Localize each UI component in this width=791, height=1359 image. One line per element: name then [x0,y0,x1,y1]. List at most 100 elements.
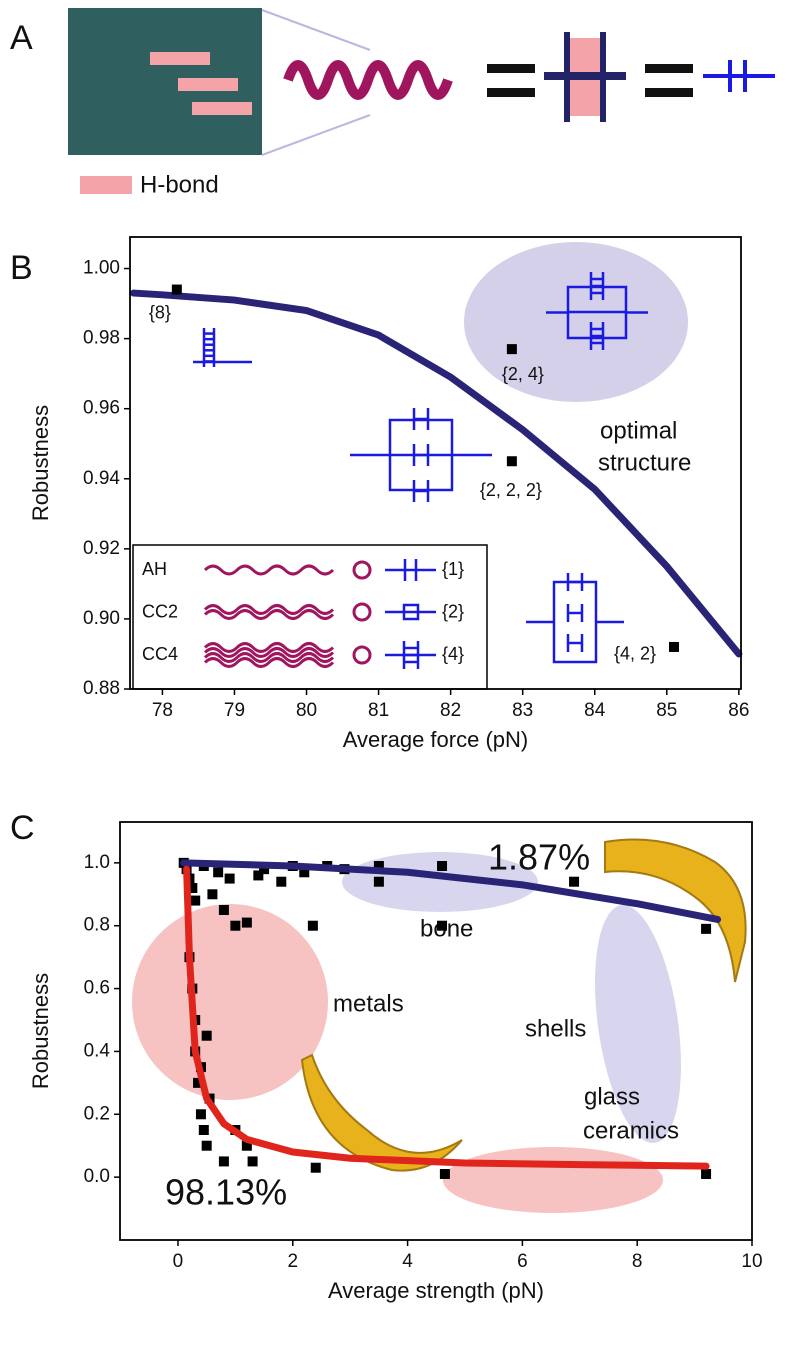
panel-a-art [68,8,775,194]
x-tick-label: 8 [632,1251,643,1272]
point [253,870,264,881]
y-tick-label: 0.98 [83,328,120,349]
x-axis-title: Average force (pN) [343,727,528,752]
x-tick-label: 81 [368,700,389,721]
annotation: 98.13% [165,1172,287,1213]
point [201,1030,212,1041]
x-tick-label: 83 [512,700,533,721]
x-tick-label: 85 [656,700,677,721]
y-tick-label: 0.94 [83,468,120,489]
point [193,1077,204,1088]
icon-box [552,580,598,664]
point [506,456,517,467]
annotation: metals [333,990,404,1017]
point [247,1156,258,1167]
point [241,1140,252,1151]
annotation: ceramics [583,1117,679,1144]
legend-name: AH [142,559,167,579]
point-label: {8} [149,302,171,322]
legend-key: {1} [442,559,464,579]
point [668,641,679,652]
y-tick-label: 0.96 [83,398,120,419]
point [506,344,517,355]
y-tick-label: 0.4 [84,1040,111,1061]
annotation: optimal [600,417,677,444]
shading [464,242,688,402]
point [207,889,218,900]
point-label: {2, 2, 2} [480,480,542,500]
legend-name: CC4 [142,644,178,664]
y-tick-label: 0.88 [83,678,120,699]
point [198,1125,209,1135]
x-tick-label: 80 [296,700,317,721]
y-tick-label: 1.00 [83,258,120,279]
icon [193,272,648,669]
point [224,873,235,884]
point [218,1156,229,1167]
y-tick-label: 0.6 [84,978,110,999]
plot-frame [129,236,742,690]
legend-key: {4} [442,644,464,664]
y-tick-label: 0.2 [84,1103,110,1124]
helix [203,647,335,658]
helix-end [352,602,372,622]
icon-box [402,603,420,621]
y-tick-label: 0.90 [83,608,120,629]
point [241,917,252,928]
y-axis-title: Robustness [28,973,53,1089]
point [201,1140,212,1151]
x-tick-label: 78 [152,700,173,721]
point [276,876,287,887]
helix [203,642,335,653]
point [171,284,182,295]
point [259,864,270,875]
point [190,895,201,906]
point [373,876,384,887]
x-tick-label: 2 [287,1251,298,1272]
helix [203,564,335,576]
point [310,1162,321,1173]
point [187,883,198,893]
panel-c-art [132,838,747,1213]
x-tick-label: 4 [402,1251,413,1272]
helix-end [352,560,372,580]
x-tick-label: 0 [173,1251,184,1272]
y-axis-title: Robustness [28,405,53,521]
annotation: structure [598,449,691,476]
fit-curve [183,865,710,1170]
point-label: {2, 4} [502,364,544,384]
y-tick-label: 1.0 [84,852,110,873]
x-tick-label: 84 [584,700,606,721]
plot-frame [119,821,753,1241]
y-tick-label: 0.92 [83,538,120,559]
point [569,876,580,887]
point [701,1169,712,1179]
point [299,867,310,878]
point [701,923,712,934]
point [439,1169,450,1179]
helix [203,657,335,668]
point [195,1109,206,1120]
y-tick-label: 0.8 [84,915,110,936]
x-axis-title: Average strength (pN) [328,1278,544,1303]
x-tick-label: 6 [517,1251,528,1272]
fit-curve [180,859,722,923]
point [218,905,229,915]
y-tick-label: 0.0 [84,1166,110,1187]
annotation: 1.87% [488,837,590,878]
point [307,920,318,931]
point-label: {4, 2} [614,644,656,664]
legend-key: {2} [442,601,464,621]
panel-label: C [10,809,35,847]
annotation: glass [584,1083,640,1110]
annotation: shells [525,1015,586,1042]
x-tick-label: 86 [728,700,749,721]
helix [203,604,335,615]
x-tick-label: 10 [741,1251,762,1272]
helix [203,652,335,663]
panel-label: A [10,19,33,57]
legend-label: H-bond [140,171,219,198]
panel-label: B [10,249,33,287]
helix-end [352,645,372,665]
helix [203,609,335,620]
